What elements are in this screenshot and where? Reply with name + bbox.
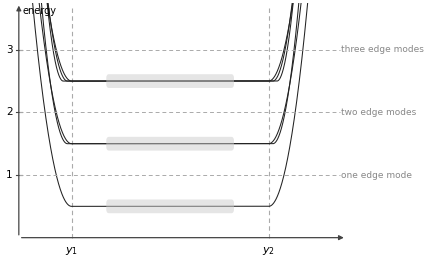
FancyBboxPatch shape — [106, 137, 233, 151]
Text: energy: energy — [23, 6, 56, 16]
Text: 1: 1 — [6, 170, 13, 180]
Text: 3: 3 — [6, 45, 13, 55]
Text: $y_1$: $y_1$ — [65, 245, 78, 257]
Text: one edge mode: one edge mode — [340, 170, 411, 180]
Text: two edge modes: two edge modes — [340, 108, 415, 117]
Text: three edge modes: three edge modes — [340, 45, 423, 54]
FancyBboxPatch shape — [106, 74, 233, 88]
Text: $y_2$: $y_2$ — [262, 245, 275, 257]
Text: 2: 2 — [6, 107, 13, 117]
FancyBboxPatch shape — [106, 199, 233, 213]
